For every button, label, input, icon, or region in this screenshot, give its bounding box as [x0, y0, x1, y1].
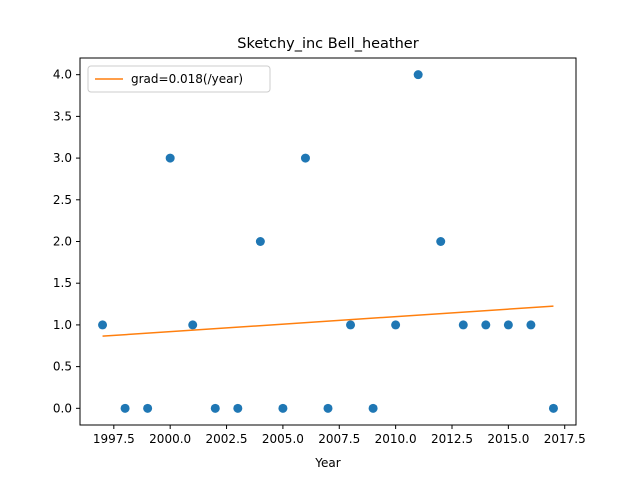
data-point [346, 320, 356, 330]
y-tick-label: 4.0 [53, 68, 72, 82]
data-point [458, 320, 468, 330]
y-tick-label: 1.0 [53, 318, 72, 332]
data-point [526, 320, 536, 330]
data-point [210, 403, 220, 413]
data-point [278, 403, 288, 413]
trend-line [102, 305, 554, 337]
legend-box [87, 65, 271, 93]
legend: grad=0.018(/year) [87, 65, 271, 93]
data-point [300, 153, 310, 163]
y-tick-label: 2.0 [53, 235, 72, 249]
data-point [255, 237, 265, 246]
x-tick-label: 2015.0 [487, 432, 529, 446]
data-point [436, 237, 446, 246]
plot-area: 1997.5 2000.0 2002.5 2005.0 2007.5 2010.0 2012… [53, 57, 586, 446]
y-tick-label: 3.5 [53, 109, 72, 123]
data-point [391, 320, 401, 330]
y-tick-label: 2.5 [53, 193, 72, 207]
data-point [233, 403, 243, 413]
x-tick-label: 1997.5 [93, 432, 135, 446]
data-point [120, 403, 130, 413]
x-tick-label: 2012.5 [431, 432, 473, 446]
data-point [165, 153, 175, 163]
x-tick-label: 2010.0 [375, 432, 417, 446]
x-tick-label: 2005.0 [262, 432, 304, 446]
data-point [98, 320, 108, 330]
data-point [368, 403, 378, 413]
y-tick-label: 3.0 [53, 151, 72, 165]
data-point [143, 403, 153, 413]
x-tick-label: 2017.5 [544, 432, 586, 446]
y-tick-label: 0.5 [53, 360, 72, 374]
data-point [188, 320, 198, 330]
y-tick-label: 0.0 [53, 401, 72, 415]
data-point [503, 320, 513, 330]
plot-frame [79, 57, 577, 426]
data-point [548, 403, 558, 413]
x-tick-label: 2007.5 [318, 432, 360, 446]
x-axis-label: Year [314, 456, 340, 470]
chart-title: Sketchy_inc Bell_heather [237, 36, 418, 52]
data-point [323, 403, 333, 413]
legend-label: grad=0.018(/year) [131, 72, 243, 86]
y-tick-label: 1.5 [53, 276, 72, 290]
x-tick-label: 2000.0 [149, 432, 191, 446]
x-tick-label: 2002.5 [206, 432, 248, 446]
data-point [481, 320, 491, 330]
data-point [413, 70, 423, 80]
